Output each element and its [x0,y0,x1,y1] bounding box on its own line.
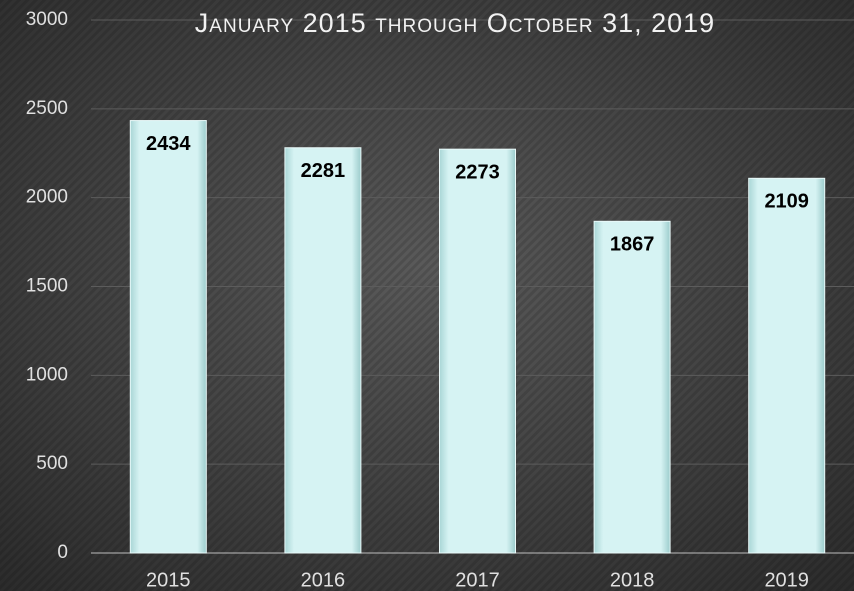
bar [129,120,207,554]
bar [284,147,362,554]
data-label: 2434 [146,133,191,155]
x-tick-label: 2018 [610,569,655,591]
chart-title: January 2015 through October 31, 2019 [194,8,716,38]
y-tick-label: 2000 [26,187,68,208]
y-tick-label: 500 [36,453,68,474]
bar [593,220,671,554]
x-tick-label: 2015 [146,569,191,591]
bar [748,177,826,554]
data-label: 2109 [764,191,809,213]
y-tick-label: 1000 [26,364,68,385]
y-tick-label: 0 [57,542,68,563]
x-tick-label: 2019 [764,569,809,591]
bar [439,148,516,554]
y-tick-label: 2500 [26,98,68,119]
data-label: 1867 [610,234,655,256]
x-tick-label: 2017 [455,569,500,591]
y-tick-label: 1500 [26,276,68,297]
data-label: 2281 [301,160,346,182]
y-tick-label: 3000 [26,9,68,30]
data-label: 2273 [455,161,500,183]
x-tick-label: 2016 [301,569,346,591]
